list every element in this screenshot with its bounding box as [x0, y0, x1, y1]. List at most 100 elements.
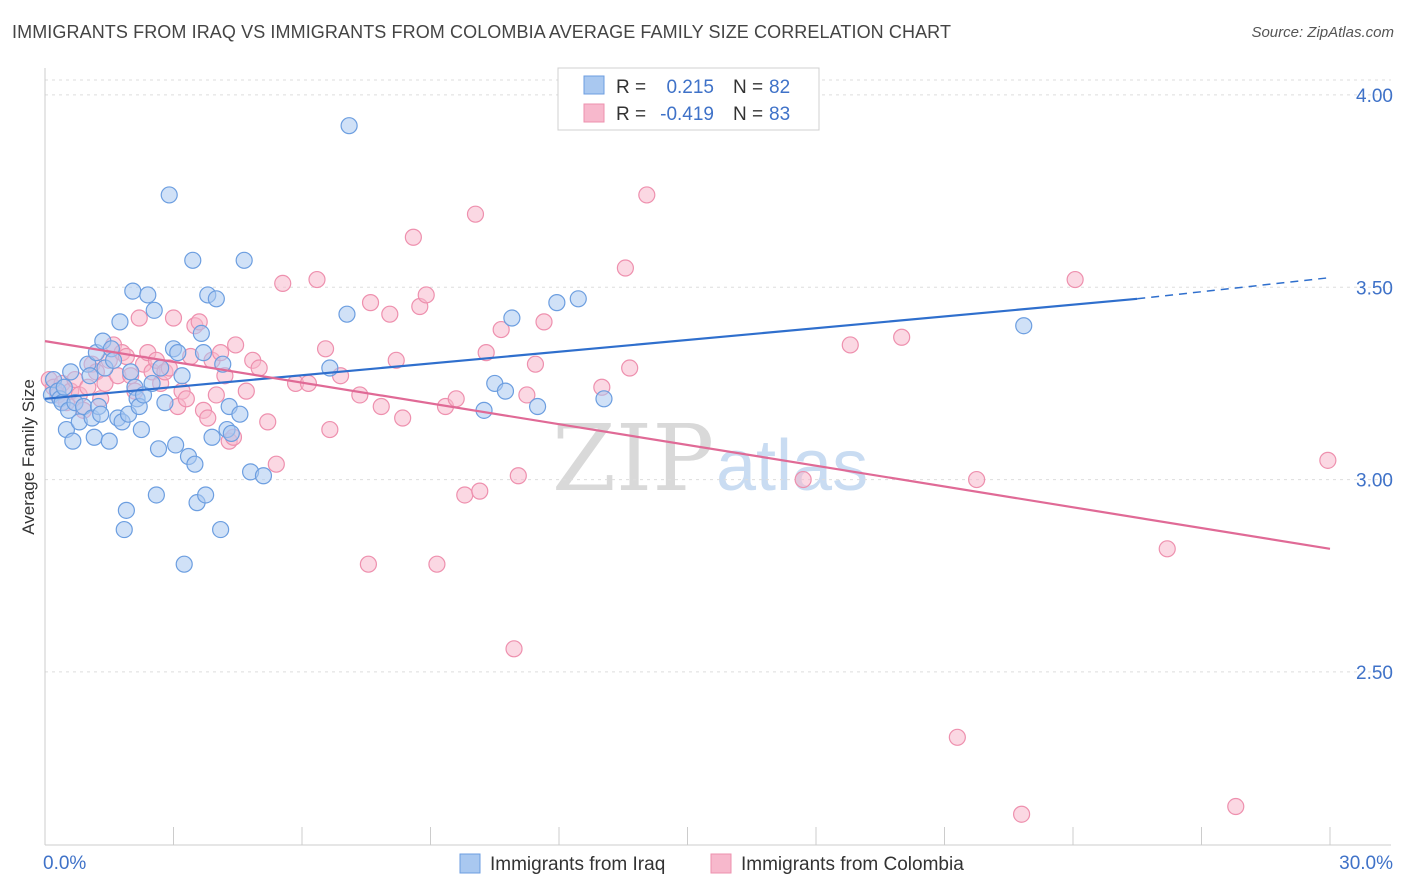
iraq-point — [111, 313, 129, 331]
colombia-point — [477, 344, 495, 362]
iraq-point — [203, 428, 221, 446]
gridlines — [45, 79, 1391, 673]
colombia-point — [351, 386, 369, 404]
source-label: Source: ZipAtlas.com — [1251, 24, 1394, 41]
iraq-r-label: R = — [616, 77, 646, 98]
x-tick-label-min: 0.0% — [43, 853, 86, 874]
colombia-point — [372, 397, 390, 416]
iraq-point — [528, 397, 547, 416]
iraq-point — [1015, 317, 1033, 335]
colombia-point — [274, 274, 292, 293]
iraq-n-value: 82 — [769, 77, 790, 98]
colombia-point — [518, 386, 536, 404]
iraq-point — [62, 363, 80, 381]
colombia-point — [1066, 270, 1084, 289]
iraq-point — [81, 367, 99, 385]
colombia-point — [492, 320, 510, 339]
colombia-point — [893, 328, 911, 346]
iraq-point — [139, 286, 157, 304]
colombia-point — [526, 355, 545, 373]
iraq-point — [222, 424, 240, 443]
iraq-point — [92, 405, 110, 423]
y-tick-labels: 2.50 3.00 3.50 4.00 — [1356, 86, 1393, 684]
colombia-point — [361, 294, 380, 312]
iraq-point — [115, 520, 133, 539]
iraq-point — [212, 520, 230, 539]
colombia-point — [250, 359, 268, 377]
iraq-point — [192, 324, 210, 343]
colombia-point — [509, 467, 527, 485]
iraq-point — [338, 305, 356, 323]
watermark-zip: ZIP — [552, 405, 714, 512]
iraq-point — [64, 432, 82, 450]
colombia-point — [456, 486, 474, 504]
iraq-point — [124, 282, 142, 300]
colombia-point — [267, 455, 285, 473]
iraq-trend-line — [44, 297, 1138, 400]
iraq-point — [496, 382, 515, 400]
iraq-point — [175, 555, 193, 573]
x-ticks — [44, 827, 1331, 845]
iraq-point — [194, 344, 213, 362]
iraq-point — [169, 344, 187, 362]
colombia-point — [394, 409, 412, 427]
colombia-legend-swatch — [583, 103, 605, 123]
iraq-point — [149, 440, 168, 458]
iraq-point — [167, 436, 185, 454]
iraq-point — [122, 363, 140, 381]
colombia-point — [404, 228, 422, 246]
colombia-point — [1012, 805, 1031, 823]
colombia-point — [1227, 797, 1245, 816]
colombia-point — [794, 470, 812, 489]
colombia-series-label: Immigrants from Colombia — [741, 854, 964, 875]
colombia-point — [308, 270, 326, 289]
colombia-point — [130, 309, 148, 327]
colombia-point — [1319, 451, 1337, 469]
iraq-point — [55, 378, 73, 396]
iraq-point — [235, 251, 253, 269]
colombia-point — [968, 470, 986, 489]
iraq-point — [186, 455, 204, 473]
iraq-point — [104, 351, 123, 369]
iraq-point — [143, 374, 161, 393]
colombia-point — [505, 640, 523, 658]
iraq-point — [197, 486, 215, 504]
iraq-point — [100, 432, 118, 450]
iraq-point — [145, 301, 163, 319]
colombia-point — [207, 386, 225, 404]
iraq-point — [548, 294, 566, 312]
y-tick-label: 2.50 — [1356, 663, 1393, 684]
iraq-point — [85, 428, 103, 446]
colombia-point — [199, 409, 217, 427]
colombia-point — [359, 555, 377, 573]
iraq-point — [503, 309, 521, 327]
iraq-series-swatch — [459, 853, 481, 874]
iraq-n-label: N = — [733, 77, 763, 98]
colombia-point — [387, 351, 405, 369]
axes — [44, 68, 1391, 846]
colombia-point — [447, 390, 465, 408]
y-tick-label: 3.50 — [1356, 278, 1393, 299]
iraq-point — [231, 405, 249, 423]
y-axis-label: Average Family Size — [19, 379, 38, 535]
trend-lines — [44, 276, 1331, 550]
colombia-point — [616, 259, 634, 277]
colombia-point — [164, 309, 183, 327]
colombia-n-value: 83 — [769, 104, 790, 125]
stats-legend: R = 0.215 N = 82 R = -0.419 N = 83 — [557, 67, 820, 131]
colombia-r-value: -0.419 — [660, 104, 714, 125]
iraq-point — [160, 186, 178, 204]
watermark-atlas: atlas — [716, 426, 868, 506]
colombia-trend-line — [44, 340, 1331, 550]
iraq-point — [184, 251, 202, 269]
colombia-point — [227, 336, 245, 354]
colombia-point — [948, 728, 966, 746]
iraq-point — [173, 367, 191, 385]
colombia-series-swatch — [710, 853, 732, 874]
series-legend: Immigrants from Iraq Immigrants from Col… — [459, 853, 964, 875]
colombia-point — [535, 313, 553, 331]
iraq-point — [147, 486, 165, 504]
colombia-point — [428, 555, 446, 573]
iraq-r-value: 0.215 — [666, 77, 714, 98]
